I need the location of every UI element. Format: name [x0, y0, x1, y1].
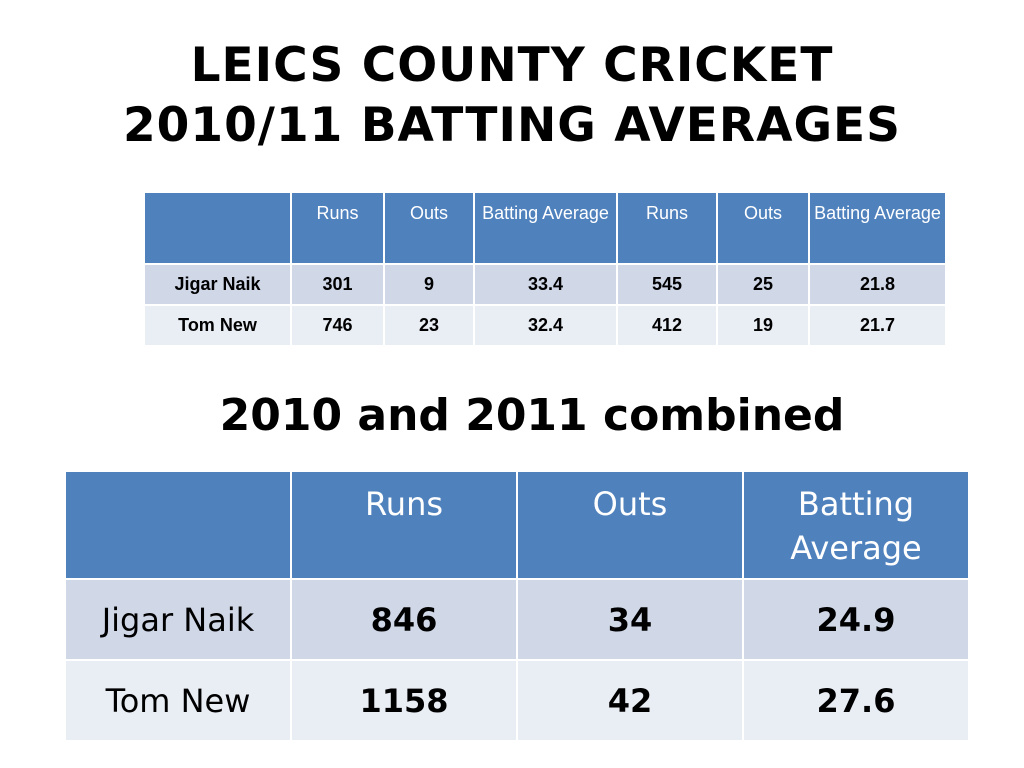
slide-title: LEICS COUNTY CRICKET 2010/11 BATTING AVE… — [0, 36, 1024, 156]
average-cell: 32.4 — [473, 304, 618, 347]
header-cell-empty — [143, 191, 292, 265]
slide-title-line-2: 2010/11 BATTING AVERAGES — [122, 98, 902, 153]
average-cell: 27.6 — [742, 659, 970, 742]
outs-cell: 9 — [383, 263, 475, 306]
outs-cell: 19 — [716, 304, 810, 347]
table-header-row: Runs Outs Batting Average — [64, 470, 970, 580]
header-cell-runs-2010: Runs — [290, 191, 385, 265]
yearly-batting-table: Runs Outs Batting Average Runs Outs Batt… — [143, 191, 947, 347]
header-cell-outs: Outs — [516, 470, 744, 580]
table-row: Tom New 1158 42 27.6 — [64, 659, 970, 742]
player-name-cell: Tom New — [143, 304, 292, 347]
header-cell-average-2010: Batting Average — [473, 191, 618, 265]
header-cell-average: Batting Average — [742, 470, 970, 580]
combined-subtitle: 2010 and 2011 combined — [219, 390, 845, 441]
player-name-cell: Jigar Naik — [143, 263, 292, 306]
combined-batting-table: Runs Outs Batting Average Jigar Naik 846… — [64, 470, 970, 742]
table-header-row: Runs Outs Batting Average Runs Outs Batt… — [143, 191, 947, 265]
header-cell-average-2011: Batting Average — [808, 191, 947, 265]
header-cell-outs-2010: Outs — [383, 191, 475, 265]
header-cell-runs-2011: Runs — [616, 191, 718, 265]
header-cell-outs-2011: Outs — [716, 191, 810, 265]
table-row: Tom New 746 23 32.4 412 19 21.7 — [143, 304, 947, 347]
runs-cell: 545 — [616, 263, 718, 306]
runs-cell: 746 — [290, 304, 385, 347]
table-row: Jigar Naik 301 9 33.4 545 25 21.8 — [143, 263, 947, 306]
runs-cell: 412 — [616, 304, 718, 347]
player-name-cell: Tom New — [64, 659, 292, 742]
runs-cell: 846 — [290, 578, 518, 661]
average-cell: 21.8 — [808, 263, 947, 306]
outs-cell: 25 — [716, 263, 810, 306]
runs-cell: 1158 — [290, 659, 518, 742]
player-name-cell: Jigar Naik — [64, 578, 292, 661]
average-cell: 24.9 — [742, 578, 970, 661]
header-cell-runs: Runs — [290, 470, 518, 580]
outs-cell: 23 — [383, 304, 475, 347]
header-cell-empty — [64, 470, 292, 580]
runs-cell: 301 — [290, 263, 385, 306]
average-cell: 33.4 — [473, 263, 618, 306]
outs-cell: 42 — [516, 659, 744, 742]
table-row: Jigar Naik 846 34 24.9 — [64, 578, 970, 661]
slide-title-line-1: LEICS COUNTY CRICKET — [190, 38, 834, 93]
outs-cell: 34 — [516, 578, 744, 661]
average-cell: 21.7 — [808, 304, 947, 347]
